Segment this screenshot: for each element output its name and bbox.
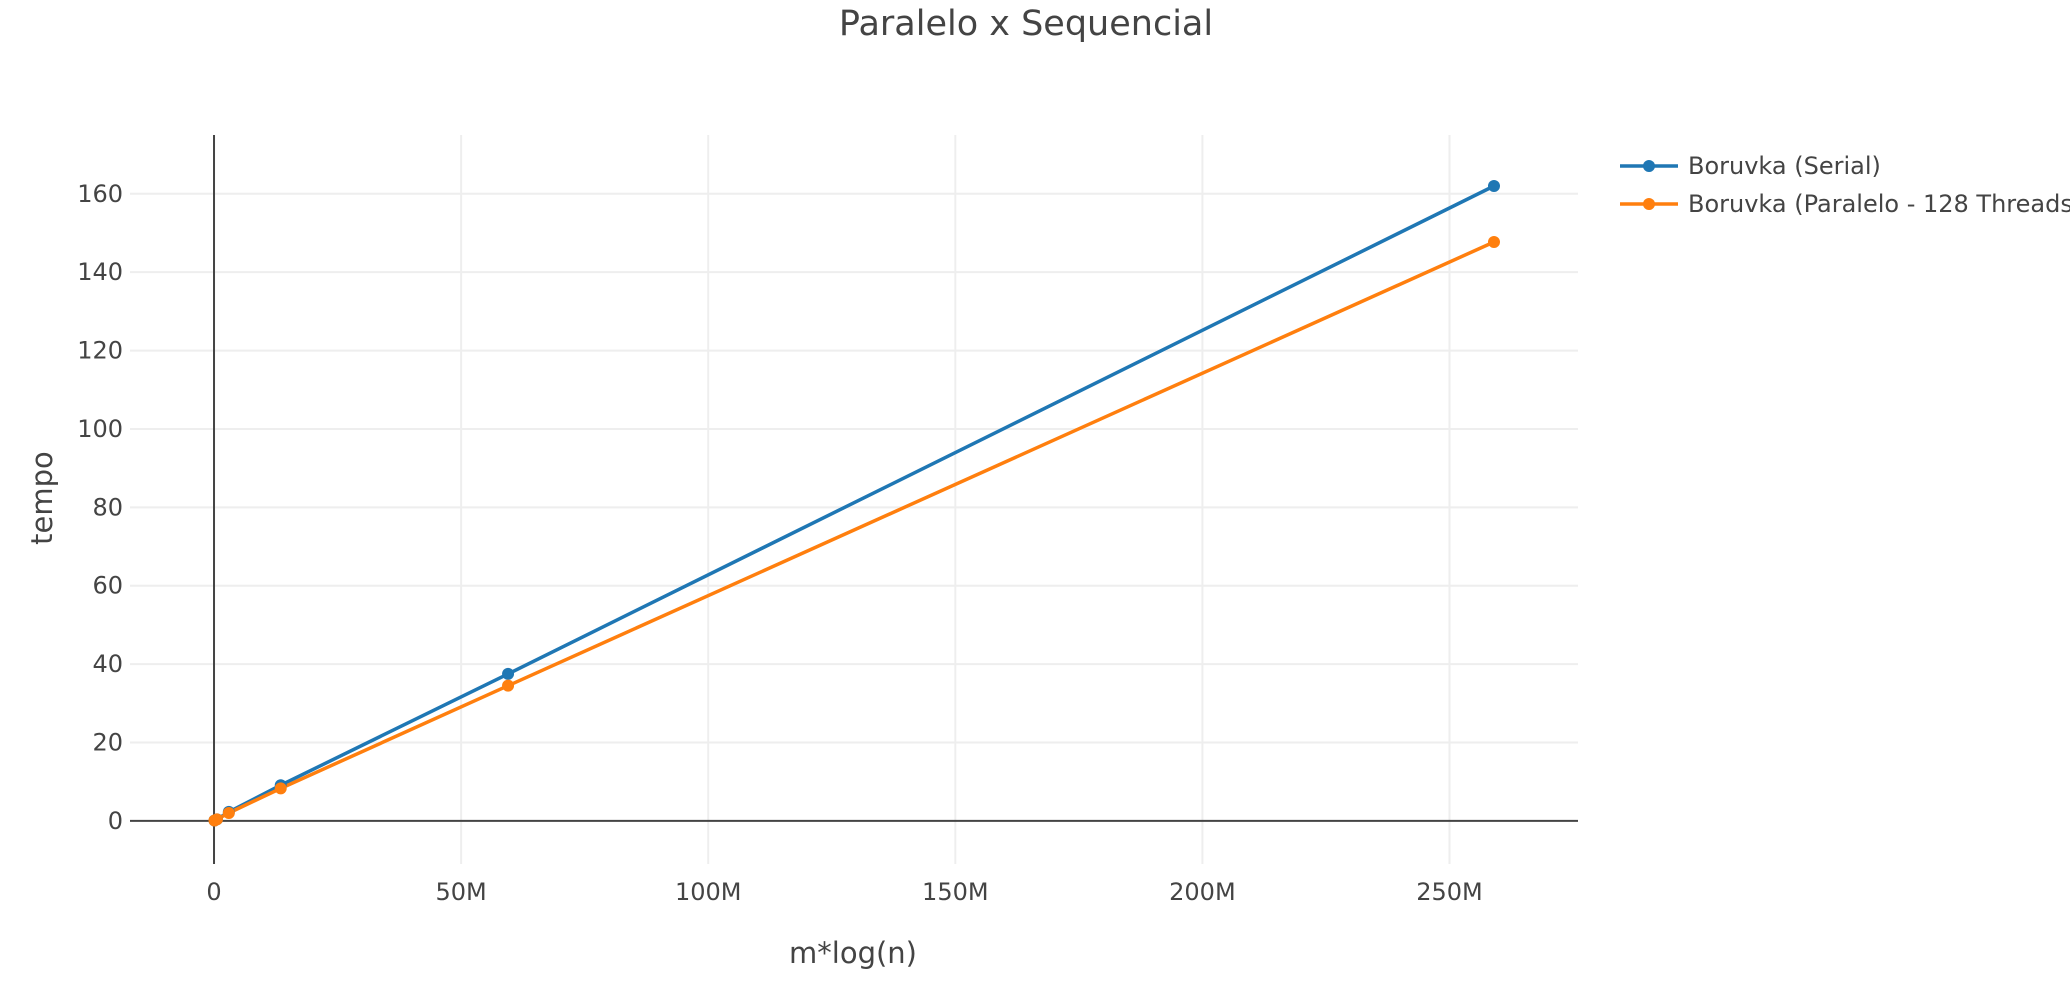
data-point-series-2[interactable] xyxy=(210,813,223,826)
y-tick-label: 60 xyxy=(92,572,123,600)
y-tick-label: 160 xyxy=(77,180,123,208)
data-point-series-2[interactable] xyxy=(274,782,287,795)
x-tick-label: 0 xyxy=(206,878,221,906)
data-point-series-1[interactable] xyxy=(502,667,515,680)
legend[interactable]: Boruvka (Serial) Boruvka (Paralelo - 128 … xyxy=(1620,152,2070,218)
y-tick-label: 120 xyxy=(77,337,123,365)
chart-title: Paralelo x Sequencial xyxy=(839,4,1213,44)
plot-series xyxy=(208,179,1500,827)
data-point-series-1[interactable] xyxy=(1487,179,1500,192)
legend-item-2[interactable]: Boruvka (Paralelo - 128 Threads) xyxy=(1620,190,2070,218)
legend-label: Boruvka (Paralelo - 128 Threads) xyxy=(1688,190,2070,218)
legend-marker xyxy=(1643,160,1655,172)
y-tick-label: 20 xyxy=(92,729,123,757)
gridlines xyxy=(130,135,1578,864)
data-point-series-2[interactable] xyxy=(502,679,515,692)
y-tick-label: 100 xyxy=(77,415,123,443)
x-tick-label: 50M xyxy=(435,878,486,906)
x-tick-label: 150M xyxy=(922,878,989,906)
axes xyxy=(130,135,1578,864)
legend-label: Boruvka (Serial) xyxy=(1688,152,1881,180)
x-axis-title: m*log(n) xyxy=(789,936,917,970)
y-tick-label: 40 xyxy=(92,650,123,678)
y-tick-label: 140 xyxy=(77,258,123,286)
y-tick-label: 80 xyxy=(92,493,123,521)
x-tick-label: 200M xyxy=(1169,878,1236,906)
tick-labels: 0 50M 100M 150M 200M 250M 0 20 40 60 80 100 120 140 16… xyxy=(77,180,1483,906)
series-line-1 xyxy=(212,184,1496,823)
y-axis-title: tempo xyxy=(25,451,59,545)
legend-marker xyxy=(1643,198,1655,210)
x-tick-label: 250M xyxy=(1416,878,1483,906)
y-tick-label: 0 xyxy=(108,807,123,835)
legend-item-1[interactable]: Boruvka (Serial) xyxy=(1620,152,1881,180)
data-point-series-2[interactable] xyxy=(222,807,235,820)
data-point-series-2[interactable] xyxy=(1487,235,1500,248)
x-tick-label: 100M xyxy=(675,878,742,906)
series-line-2 xyxy=(212,240,1496,823)
